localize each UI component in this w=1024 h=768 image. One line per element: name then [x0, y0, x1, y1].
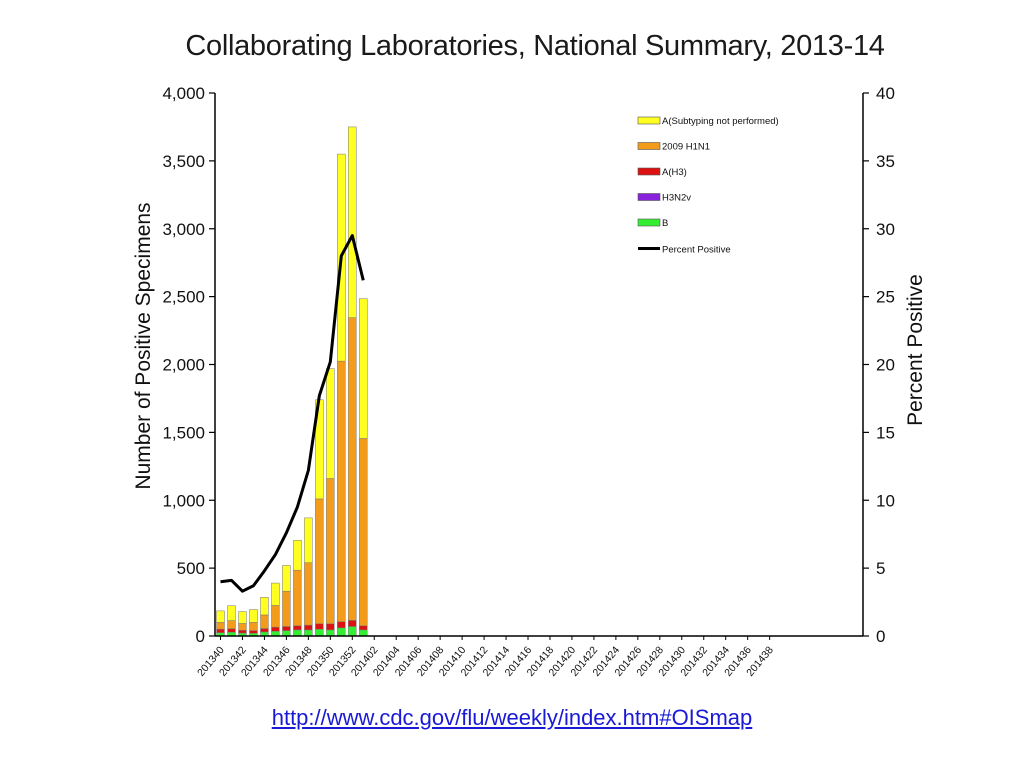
bar-segment [304, 562, 313, 626]
bar-segment [359, 298, 368, 439]
bar-segment [249, 622, 258, 631]
bar-segment [304, 624, 313, 631]
bar-segment [337, 360, 346, 622]
bar-segment [293, 569, 302, 627]
bar-segment [249, 630, 258, 634]
bar-segment [271, 605, 280, 628]
bar-segment [348, 317, 357, 621]
y-right-tick-label: 30 [876, 220, 895, 239]
legend: A(Subtyping not performed) 2009 H1N1 A(H3)… [637, 116, 779, 256]
bar-segment [216, 610, 225, 623]
bar-segment [216, 622, 225, 630]
bar-segment [260, 614, 269, 629]
bar-segment [293, 540, 302, 571]
y-left-tick-label: 2,500 [162, 288, 205, 307]
y-left-tick-label: 1,500 [162, 423, 205, 442]
bar-segment [227, 620, 236, 630]
bar-segment [315, 628, 324, 637]
bar-segment [359, 629, 368, 637]
legend-label: A(H3) [662, 167, 687, 178]
line-layer [220, 234, 365, 593]
y-left-tick-label: 3,000 [162, 220, 205, 239]
bar-segment [271, 582, 280, 606]
bar-segment [238, 630, 247, 634]
legend-swatch [637, 193, 661, 201]
legend-swatch [637, 167, 661, 176]
bar-segment [282, 590, 291, 627]
legend-label: H3N2v [662, 193, 691, 204]
bar-segment [271, 626, 280, 632]
y-right-tick-label: 15 [876, 423, 895, 442]
bar-segment [282, 630, 291, 637]
chart-svg: 0 500 1,000 1,500 2,000 2,500 3,000 3,500 4,000 0… [132, 84, 927, 679]
legend-label: A(Subtyping not performed) [662, 116, 779, 127]
legend-swatch [637, 218, 661, 227]
chart-title: Collaborating Laboratories, National Sum… [185, 30, 885, 62]
y-right-tick-label: 10 [876, 491, 895, 510]
source-link[interactable]: http://www.cdc.gov/flu/weekly/index.htm#… [271, 705, 753, 730]
bar-segment [337, 621, 346, 629]
bar-segment [260, 628, 269, 633]
bar-segment [348, 620, 357, 627]
bar-segment [348, 626, 357, 637]
bar-segment [315, 498, 324, 625]
bar-segment [326, 478, 335, 625]
bar-segment [304, 517, 313, 563]
bar-segment [304, 629, 313, 637]
y-right-tick-label: 0 [876, 627, 885, 646]
bar-segment [249, 609, 258, 623]
y-axis-left-title: Number of Positive Specimens [132, 202, 155, 489]
y-right-tick-label: 20 [876, 356, 895, 375]
bar-segment [216, 628, 225, 633]
y-axis-right-title: Percent Positive [904, 274, 927, 426]
y-right-tick-label: 40 [876, 84, 895, 103]
bar-segment [260, 597, 269, 616]
bar-segment [326, 368, 335, 479]
bar-segment [238, 623, 247, 631]
bar-segment [293, 625, 302, 631]
bar-segment [359, 625, 368, 631]
legend-swatch [637, 116, 661, 125]
y-right-tick-label: 5 [876, 559, 885, 578]
y-left-tick-label: 0 [196, 627, 205, 646]
bars-layer [216, 126, 368, 637]
y-left-tick-label: 1,000 [162, 491, 205, 510]
y-right-tick-label: 35 [876, 152, 895, 171]
y-left-tick-label: 3,500 [162, 152, 205, 171]
legend-label: B [662, 218, 668, 229]
bar-segment [293, 629, 302, 637]
bar-segment [326, 629, 335, 637]
bar-segment [359, 438, 368, 627]
bar-segment [238, 611, 247, 624]
bar-segment [227, 605, 236, 621]
bar-segment [337, 627, 346, 637]
bar-segment [282, 565, 291, 592]
legend-label: Percent Positive [662, 245, 731, 256]
bar-segment [326, 623, 335, 631]
y-left-tick-label: 2,000 [162, 356, 205, 375]
bar-segment [227, 628, 236, 633]
bar-segment [282, 626, 291, 631]
legend-swatch [637, 142, 661, 150]
y-left-tick-label: 4,000 [162, 84, 205, 103]
bar-segment [348, 126, 357, 318]
percent-positive-line [220, 234, 365, 593]
y-right-tick-label: 25 [876, 288, 895, 307]
legend-label: 2009 H1N1 [662, 142, 710, 153]
y-left-tick-label: 500 [177, 559, 205, 578]
bar-segment [315, 623, 324, 630]
